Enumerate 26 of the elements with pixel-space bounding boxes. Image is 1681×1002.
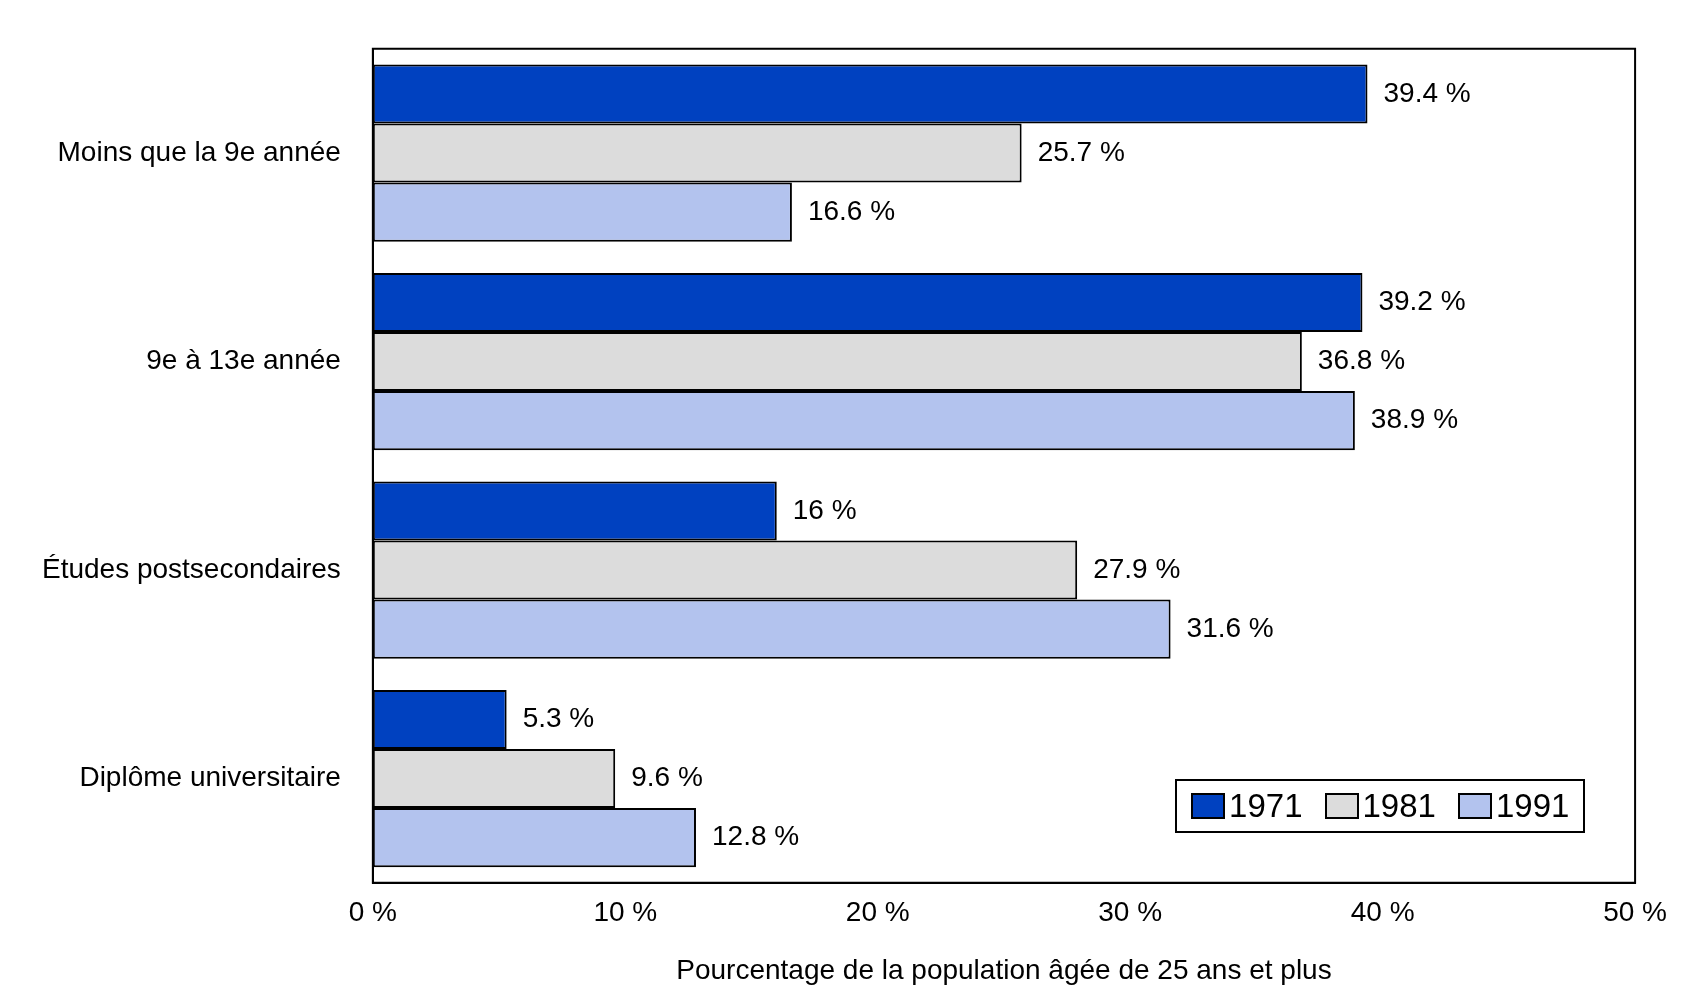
x-axis-title: Pourcentage de la population âgée de 25 ans et plus bbox=[676, 953, 1332, 985]
data-label: 38.9 % bbox=[1370, 403, 1459, 435]
legend-label: 1971 bbox=[1229, 786, 1303, 825]
data-label: 25.7 % bbox=[1037, 135, 1125, 167]
data-label: 39.2 % bbox=[1378, 285, 1466, 317]
data-label: 31.6 % bbox=[1186, 611, 1274, 643]
data-label: 39.4 % bbox=[1383, 76, 1471, 108]
x-tick-label: 50 % bbox=[1603, 896, 1667, 928]
y-tick-label: 9e à 13e année bbox=[146, 344, 341, 376]
data-label: 27.9 % bbox=[1093, 552, 1181, 584]
x-tick-label: 20 % bbox=[845, 896, 910, 928]
y-tick-label: Études postsecondaires bbox=[41, 552, 341, 584]
data-label: 12.8 % bbox=[711, 820, 800, 852]
legend-label: 1981 bbox=[1362, 786, 1436, 825]
data-label: 5.3 % bbox=[522, 702, 595, 734]
x-tick-label: 40 % bbox=[1350, 896, 1415, 928]
data-label: 9.6 % bbox=[631, 761, 703, 793]
data-label: 16.6 % bbox=[807, 194, 896, 226]
x-tick-label: 10 % bbox=[593, 896, 658, 928]
legend-label: 1991 bbox=[1495, 786, 1570, 825]
y-tick-label: Moins que la 9e année bbox=[57, 135, 341, 167]
x-tick-label: 0 % bbox=[348, 896, 397, 928]
data-label: 36.8 % bbox=[1317, 344, 1406, 376]
data-label: 16 % bbox=[792, 493, 857, 525]
x-tick-label: 30 % bbox=[1098, 896, 1163, 928]
y-tick-label: Diplôme universitaire bbox=[79, 761, 341, 793]
